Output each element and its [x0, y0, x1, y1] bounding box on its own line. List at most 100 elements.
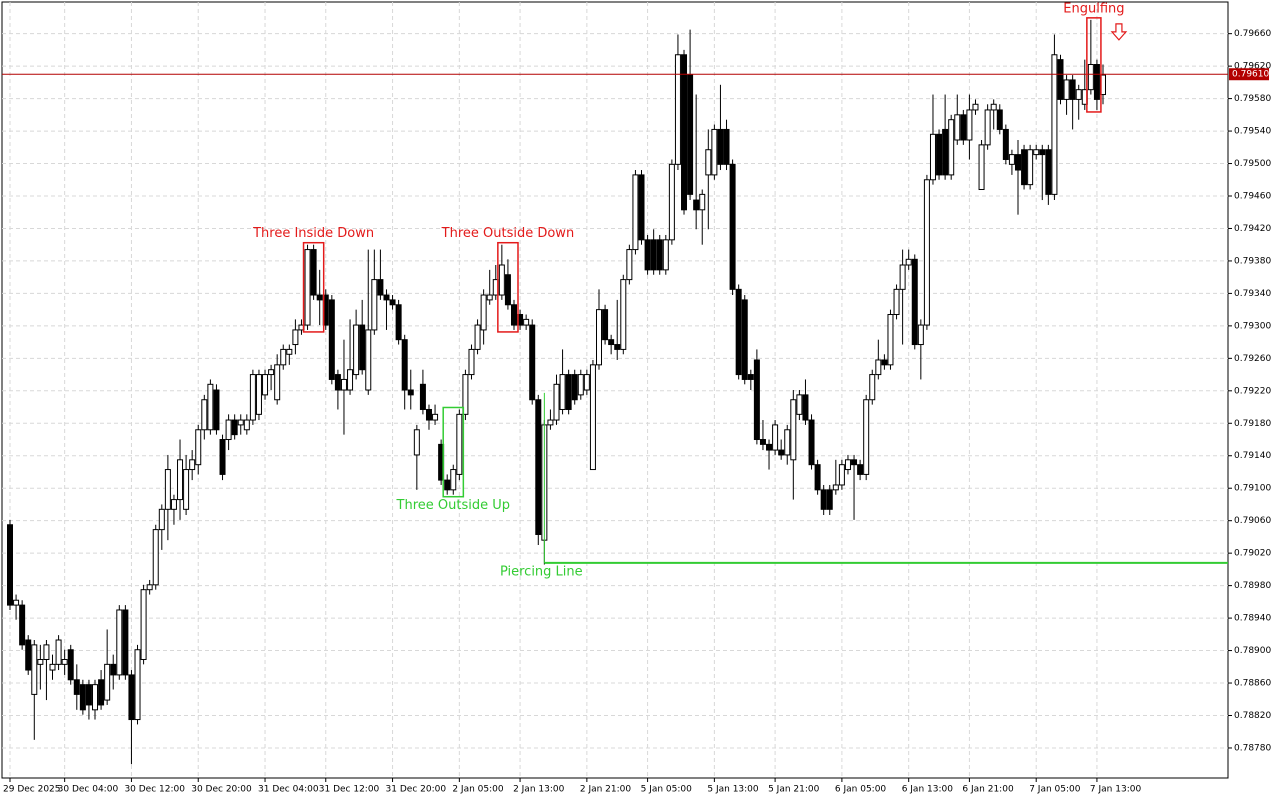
candle-body: [468, 348, 475, 376]
candle-body: [1008, 154, 1015, 165]
candle-body: [589, 364, 596, 471]
candle-body: [31, 644, 38, 695]
candle-body: [753, 359, 760, 441]
x-tick-label: 5 Jan 21:00: [768, 785, 820, 795]
y-tick-label: 0.79100: [1234, 484, 1271, 494]
candle-body: [262, 374, 269, 396]
current-price-label: 0.79610: [1232, 70, 1269, 80]
y-tick-label: 0.79620: [1234, 62, 1271, 72]
candle-body: [353, 324, 360, 376]
candle-body: [116, 609, 123, 676]
candle-body: [863, 399, 870, 475]
candle-body: [444, 479, 451, 491]
candle-body: [711, 128, 718, 176]
candle-body: [826, 489, 833, 510]
candle-body: [140, 589, 147, 660]
candle-body: [365, 329, 372, 391]
candle-body: [650, 239, 657, 271]
candle-body: [146, 584, 153, 591]
candle-body: [668, 163, 675, 241]
candle-body: [177, 459, 184, 501]
candle-body: [966, 109, 973, 141]
candle-body: [510, 304, 517, 326]
candle-body: [693, 199, 700, 211]
candle-body: [425, 408, 432, 421]
candle-body: [778, 449, 785, 456]
pattern-label: Three Inside Down: [252, 226, 374, 241]
candle-body: [996, 109, 1003, 130]
candle-body: [164, 469, 171, 510]
candle-body: [480, 294, 487, 331]
pattern-label: Three Outside Down: [441, 226, 575, 241]
candle-body: [249, 374, 256, 421]
x-tick-label: 30 Dec 04:00: [58, 785, 119, 795]
candle-body: [158, 508, 165, 531]
candle-body: [1057, 59, 1064, 100]
candle-body: [1051, 54, 1058, 195]
y-tick-label: 0.79380: [1234, 256, 1271, 266]
candle-body: [61, 658, 68, 665]
candle-body: [929, 133, 936, 181]
y-tick-label: 0.78860: [1234, 679, 1271, 689]
current-price-box: [1229, 68, 1269, 81]
y-tick-label: 0.79500: [1234, 159, 1271, 169]
candle-body: [1027, 149, 1034, 186]
candle-body: [450, 469, 457, 491]
x-tick-label: 31 Dec 04:00: [258, 785, 319, 795]
candle-body: [243, 419, 250, 431]
candle-body: [43, 644, 50, 660]
candle-body: [498, 264, 505, 296]
candle-body: [735, 288, 742, 376]
candle-body: [85, 684, 92, 706]
pattern-bracket: [302, 241, 325, 333]
candle-body: [717, 128, 724, 165]
candle-body: [851, 459, 858, 466]
candle-body: [972, 103, 979, 111]
candle-body: [1069, 79, 1076, 100]
candle-body: [577, 374, 584, 396]
candle-body: [1002, 128, 1009, 160]
candle-body: [67, 649, 74, 681]
candle-body: [984, 109, 991, 146]
x-tick-label: 5 Jan 05:00: [641, 785, 693, 795]
x-tick-label: 7 Jan 13:00: [1090, 785, 1142, 795]
candle-body: [553, 383, 560, 421]
candle-body: [596, 309, 603, 366]
pattern-bracket: [497, 241, 519, 333]
candle-body: [25, 639, 32, 671]
candle-body: [681, 54, 688, 211]
candle-body: [128, 674, 135, 721]
y-tick-label: 0.78780: [1234, 743, 1271, 753]
candle-body: [644, 239, 651, 271]
candle-body: [790, 399, 797, 461]
candle-body: [881, 359, 888, 366]
candle-body: [583, 374, 590, 391]
x-tick-label: 2 Jan 21:00: [580, 785, 632, 795]
pattern-bracket: [442, 406, 465, 498]
candle-body: [832, 484, 839, 491]
candle-body: [923, 179, 930, 326]
candle-body: [741, 299, 748, 380]
candle-body: [328, 299, 335, 380]
candle-body: [383, 294, 390, 301]
candle-body: [814, 464, 821, 491]
candle-body: [948, 119, 955, 176]
candle-body: [729, 163, 736, 290]
candle-body: [110, 663, 117, 676]
candle-body: [687, 74, 694, 195]
candle-body: [419, 383, 426, 410]
y-tick-label: 0.79260: [1234, 354, 1271, 364]
candle-body: [255, 374, 262, 415]
candle-body: [170, 499, 177, 510]
x-tick-label: 2 Jan 05:00: [452, 785, 504, 795]
candle-body: [626, 249, 633, 281]
candle-body: [632, 174, 639, 251]
x-tick-label: 5 Jan 13:00: [707, 785, 759, 795]
candle-body: [432, 413, 439, 421]
candle-body: [911, 258, 918, 346]
candle-body: [37, 658, 44, 665]
candle-body: [978, 144, 985, 191]
y-tick-label: 0.78900: [1234, 646, 1271, 656]
candle-body: [280, 348, 287, 366]
